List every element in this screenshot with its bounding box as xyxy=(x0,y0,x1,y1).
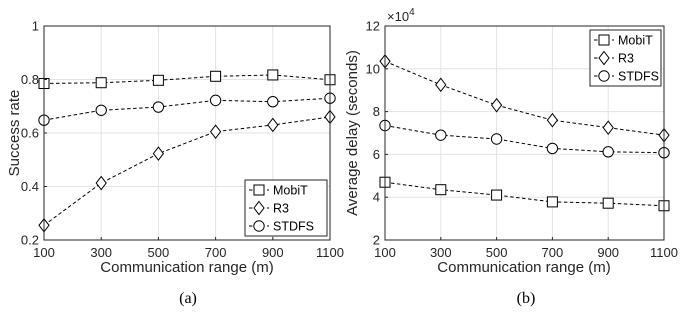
panel-a-stdfs-point xyxy=(267,96,279,108)
panel-a-stdfs-point xyxy=(152,101,165,113)
panel-a-x-tick-label: 300 xyxy=(90,245,112,260)
panel-a-stdfs-point xyxy=(209,94,222,107)
panel-b-legend: MobiT R3 STDFS xyxy=(589,29,662,87)
panel-a-legend-r3-marker xyxy=(253,200,265,216)
panel-a-y-tick-label: 0.6 xyxy=(21,126,39,141)
panel-b-y-ticks: 2 4 6 8 10 12 xyxy=(366,19,388,248)
panel-b-legend-r3-label: R3 xyxy=(618,52,634,66)
panel-a: 100 300 500 700 900 1100 0.2 0.4 0.6 0.8 1 Commun… xyxy=(6,19,344,308)
panel-a-r3-point xyxy=(267,117,279,133)
panel-a-r3-point xyxy=(209,124,222,139)
panel-b-mobit-point xyxy=(435,184,447,196)
panel-b-y-tick-label: 12 xyxy=(366,19,380,34)
panel-b-stdfs-line xyxy=(384,125,665,154)
panel-b: 100 300 500 700 900 1100 2 4 6 8 10 12 Communicati… xyxy=(344,7,678,307)
panel-b-r3-point xyxy=(490,97,503,113)
panel-a-r3-point xyxy=(95,175,107,191)
panel-a-mobit-point xyxy=(152,74,164,86)
panel-a-stdfs-line xyxy=(43,97,331,121)
panel-a-x-tick-label: 1100 xyxy=(316,245,344,260)
panel-b-stdfs-point xyxy=(602,146,614,158)
panel-b-stdfs-point xyxy=(435,129,447,141)
panel-a-stdfs-point xyxy=(95,104,107,116)
panel-b-y-tick-label: 10 xyxy=(366,61,380,76)
panel-b-r3-point xyxy=(435,77,447,93)
panel-b-mobit-point xyxy=(546,196,558,208)
panel-a-legend-stdfs-marker xyxy=(253,220,265,232)
panel-b-x-tick-label: 100 xyxy=(374,245,396,260)
panel-b-caption: (b) xyxy=(517,290,536,307)
panel-b-x-axis-label: Communication range (m) xyxy=(437,259,610,276)
panel-a-x-tick-label: 900 xyxy=(262,245,284,260)
panel-b-legend-stdfs-label: STDFS xyxy=(618,70,659,84)
panel-b-exponent-base: ×10 xyxy=(387,9,409,24)
panel-b-r3-line xyxy=(384,60,665,136)
panel-b-r3-point xyxy=(602,120,614,135)
panel-a-mobit-point xyxy=(267,69,279,81)
panel-b-x-tick-label: 900 xyxy=(597,245,619,260)
panel-b-x-tick-label: 1100 xyxy=(650,245,678,260)
panel-b-legend-stdfs-marker xyxy=(598,70,610,82)
panel-b-y-tick-label: 4 xyxy=(373,190,380,205)
panel-a-x-tick-label: 100 xyxy=(33,245,55,260)
panel-b-x-tick-label: 500 xyxy=(486,245,508,260)
panel-a-y-tick-label: 0.4 xyxy=(21,179,39,194)
panel-b-x-ticks: 100 300 500 700 900 1100 xyxy=(374,237,678,260)
panel-a-legend-stdfs-label: STDFS xyxy=(273,220,314,234)
panel-b-legend-r3-marker xyxy=(598,50,610,66)
panel-a-y-ticks: 0.2 0.4 0.6 0.8 1 xyxy=(21,19,47,248)
panel-a-mobit-point xyxy=(210,70,222,82)
panel-b-x-tick-label: 700 xyxy=(542,245,564,260)
panel-b-exponent-label: ×104 xyxy=(387,7,415,24)
panel-b-r3-point xyxy=(546,112,559,128)
panel-a-legend: MobiT R3 STDFS xyxy=(244,179,328,237)
panel-a-x-ticks: 100 300 500 700 900 1100 xyxy=(33,237,344,260)
panel-a-caption: (a) xyxy=(179,290,197,307)
panel-a-mobit-point xyxy=(95,77,107,89)
panel-b-x-tick-label: 300 xyxy=(430,245,452,260)
panel-a-legend-r3-label: R3 xyxy=(273,202,289,216)
panel-a-y-tick-label: 1 xyxy=(32,19,39,34)
panel-b-legend-mobit-label: MobiT xyxy=(618,34,653,48)
panel-a-y-tick-label: 0.8 xyxy=(21,72,39,87)
panel-a-x-tick-label: 500 xyxy=(148,245,170,260)
panel-b-mobit-line xyxy=(384,181,665,207)
panel-a-x-axis-label: Communication range (m) xyxy=(100,259,273,276)
panel-a-y-tick-label: 0.2 xyxy=(21,233,39,248)
panel-b-y-tick-label: 6 xyxy=(373,147,380,162)
panel-b-stdfs-point xyxy=(546,142,559,155)
panel-b-series xyxy=(379,53,670,212)
panel-a-y-axis-label: Success rate xyxy=(6,90,23,177)
panel-a-legend-mobit-label: MobiT xyxy=(273,184,308,198)
panel-b-y-tick-label: 8 xyxy=(373,104,380,119)
panel-a-x-tick-label: 700 xyxy=(205,245,227,260)
panel-b-y-axis-label: Average delay (seconds) xyxy=(344,50,361,216)
panel-a-r3-point xyxy=(152,146,165,161)
panel-b-y-tick-label: 2 xyxy=(373,233,380,248)
panel-b-exponent-power: 4 xyxy=(409,7,415,18)
panel-b-mobit-point xyxy=(491,189,503,201)
panel-b-stdfs-point xyxy=(490,133,503,145)
panel-b-plot-frame xyxy=(384,25,665,241)
panel-a-legend-mobit-marker xyxy=(253,184,265,196)
panel-b-legend-mobit-marker xyxy=(598,34,610,46)
panel-b-mobit-point xyxy=(602,197,614,209)
